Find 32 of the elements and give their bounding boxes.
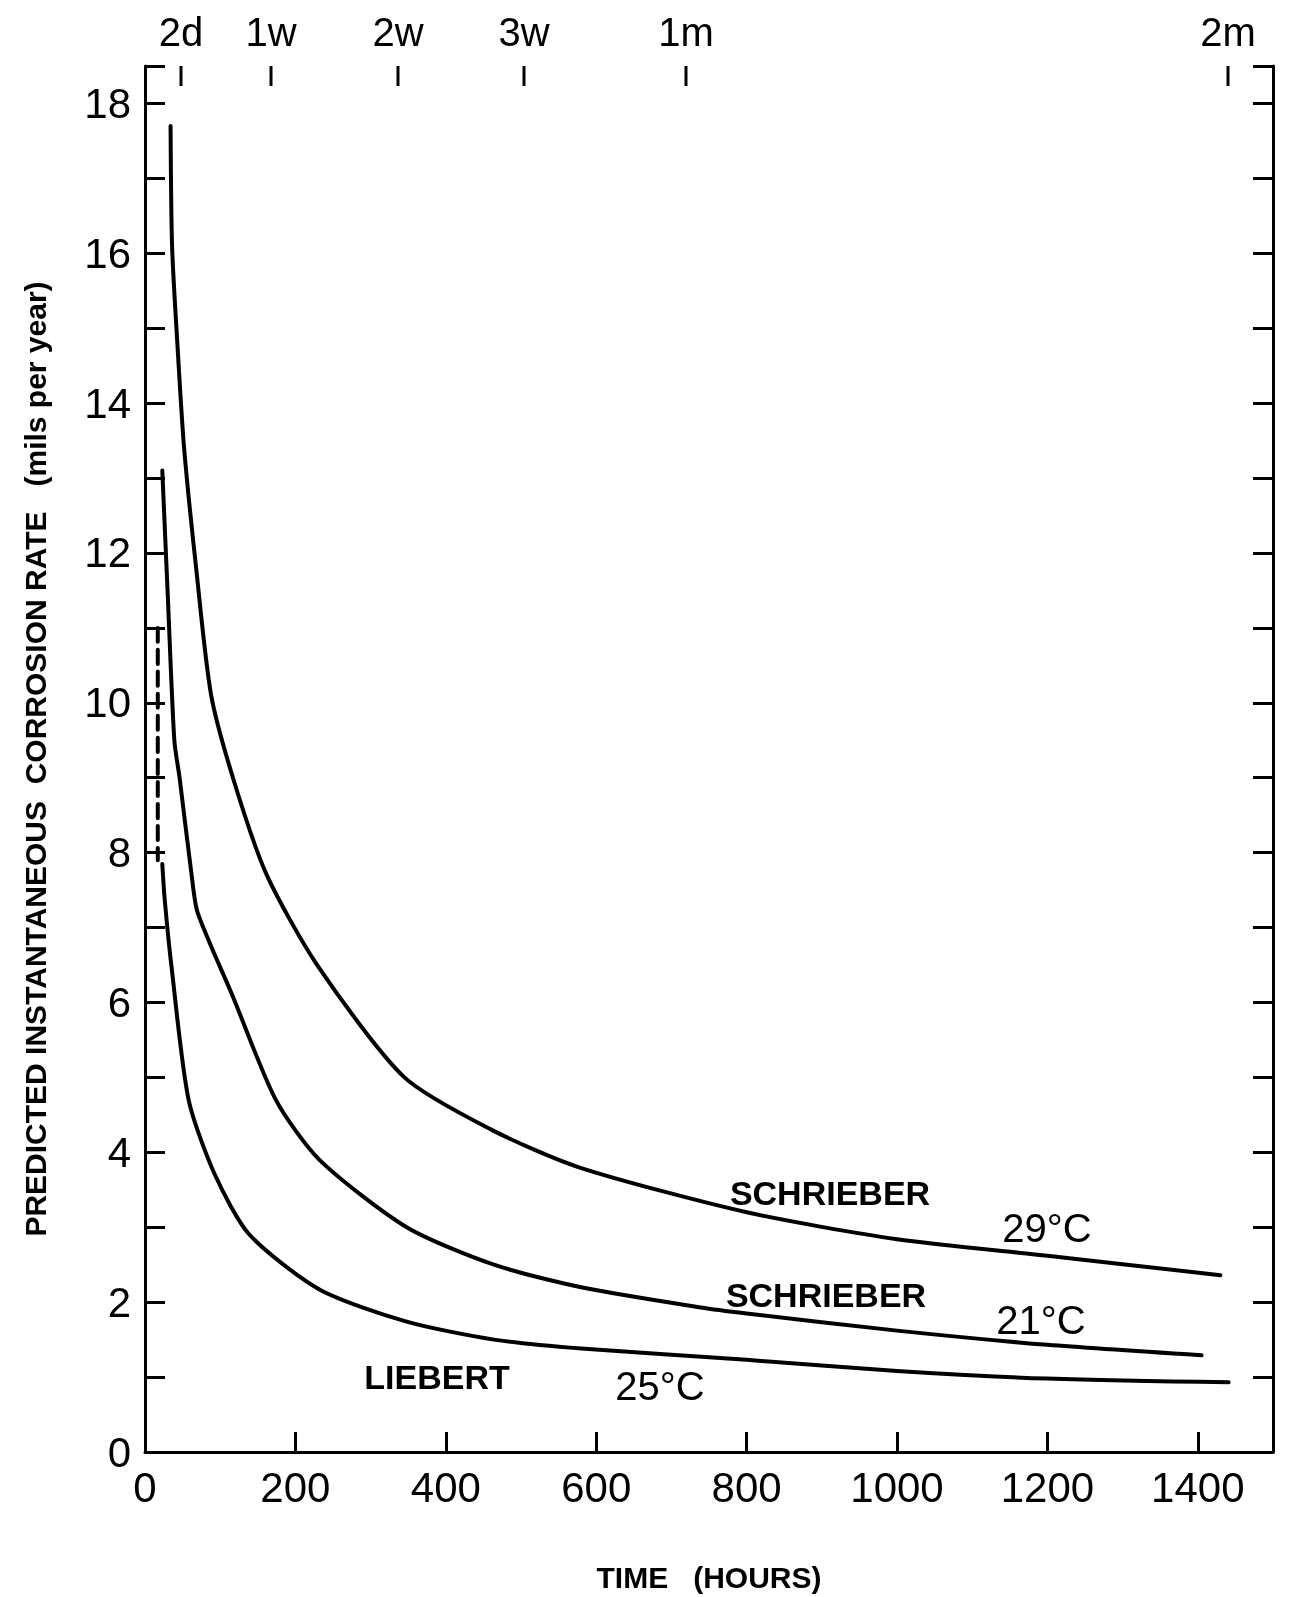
annotation: 25°C <box>615 1364 705 1408</box>
y-axis-title: PREDICTED INSTANTANEOUS CORROSION RATE (mils per year) <box>18 281 52 1237</box>
y-tick-label: 12 <box>84 529 131 577</box>
y-tick-label: 2 <box>107 1278 131 1326</box>
annotation: 29°C <box>1002 1206 1092 1250</box>
text: 2w <box>372 10 424 54</box>
annotation: SCHRIEBER <box>729 1174 931 1212</box>
x-tick-label: 200 <box>260 1463 331 1511</box>
text: 2d <box>158 10 204 54</box>
x-axis-title: TIME (HOURS) <box>596 1560 822 1594</box>
text: 1m <box>658 10 714 54</box>
annotation: SCHRIEBER <box>725 1276 927 1314</box>
x-tick-label: 800 <box>711 1463 782 1511</box>
y-tick-label: 8 <box>107 829 131 877</box>
line-series <box>168 123 1223 1278</box>
y-tick-label: 0 <box>107 1428 131 1476</box>
text: 2m <box>1200 10 1256 54</box>
y-tick-label: 10 <box>84 679 131 727</box>
y-tick-label: 14 <box>84 379 131 427</box>
text: 3w <box>498 10 550 54</box>
y-tick-label: 16 <box>84 229 131 277</box>
x-tick-label: 1000 <box>850 1463 944 1511</box>
annotation: LIEBERT <box>364 1358 510 1396</box>
text: 1w <box>245 10 297 54</box>
y-tick-label: 4 <box>107 1128 131 1176</box>
annotation: 21°C <box>996 1298 1086 1342</box>
x-tick-label: 600 <box>561 1463 632 1511</box>
y-tick-label: 18 <box>84 79 131 127</box>
x-tick-label: 1200 <box>1000 1463 1095 1511</box>
x-tick-label: 1400 <box>1151 1463 1245 1511</box>
y-tick-label: 6 <box>107 978 131 1026</box>
x-tick-label: 400 <box>410 1463 481 1511</box>
